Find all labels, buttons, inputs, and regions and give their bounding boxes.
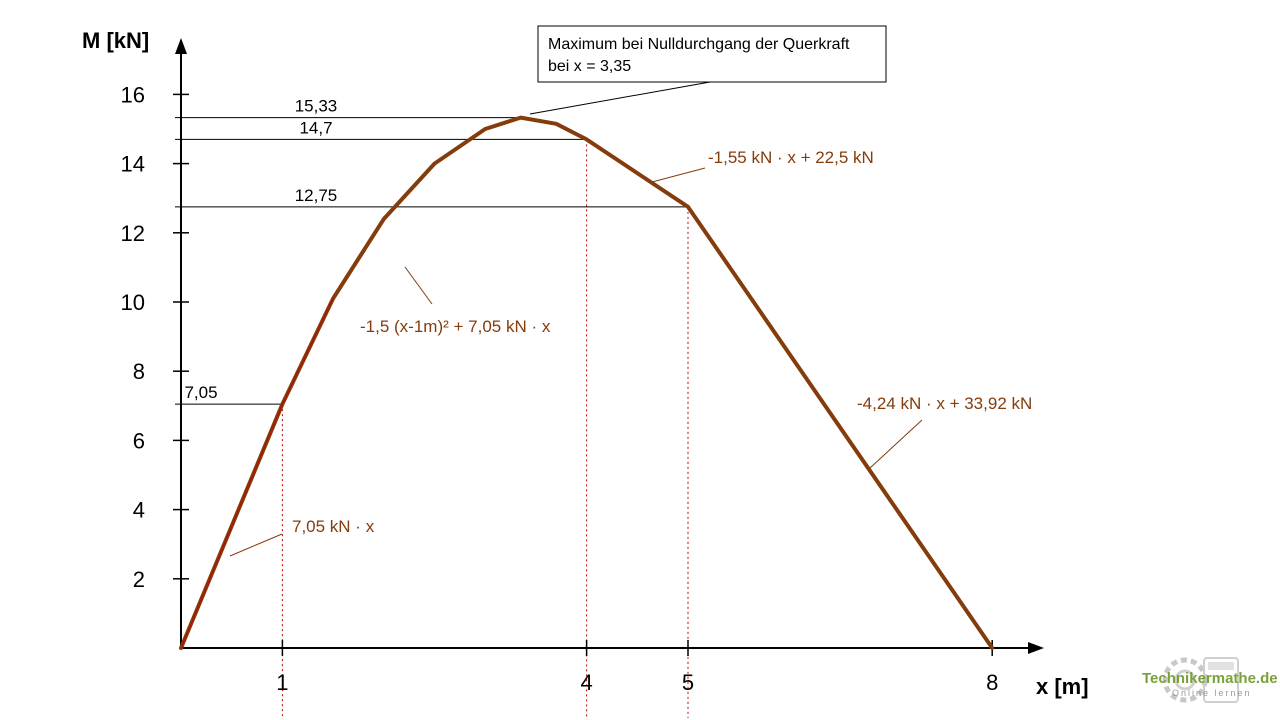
y-tick-label: 16: [121, 82, 145, 107]
x-tick-label: 5: [682, 670, 694, 695]
moment-curve: [179, 115, 995, 650]
y-axis-arrow: [175, 38, 187, 54]
y-tick-label: 4: [133, 498, 145, 523]
formula-leader: [651, 167, 706, 183]
x-axis-arrow: [1028, 642, 1044, 654]
value-labels: 15,33 14,7 12,75 7,05: [184, 97, 337, 402]
x-ticks: 1 4 5 8: [276, 640, 998, 695]
y-tick-label: 14: [121, 152, 145, 177]
formula-label: -1,55 kN · x + 22,5 kN: [708, 148, 874, 167]
logo-subtext: Online lernen: [1172, 688, 1252, 698]
formula-label: -1,5 (x-1m)² + 7,05 kN · x: [360, 317, 551, 336]
formula-label: 7,05 kN · x: [292, 517, 375, 536]
guide-lines: [175, 117, 689, 718]
y-ticks: 2 4 6 8 10 12 14 16: [121, 82, 189, 592]
callout-leader: [529, 81, 711, 115]
logo-text: Technikermathe.de: [1142, 670, 1278, 687]
value-label: 14,7: [299, 118, 332, 137]
callout-box: [537, 25, 887, 83]
axes: [175, 38, 1044, 654]
y-tick-label: 6: [133, 428, 145, 453]
formula-leader: [229, 533, 283, 557]
moment-curve-highlight: [180, 298, 334, 649]
y-tick-label: 12: [121, 221, 145, 246]
y-tick-label: 2: [133, 567, 145, 592]
y-axis-label: M [kN]: [82, 28, 149, 53]
callout-line2: bei x = 3,35: [548, 58, 631, 75]
formula-label: -4,24 kN · x + 33,92 kN: [857, 394, 1032, 413]
x-tick-label: 1: [276, 670, 288, 695]
value-label: 12,75: [295, 186, 338, 205]
callout-line1: Maximum bei Nulldurchgang der Querkraft: [548, 36, 850, 53]
formula-labels: 7,05 kN · x -1,5 (x-1m)² + 7,05 kN · x -1,…: [229, 148, 1032, 557]
value-label: 7,05: [184, 383, 217, 402]
y-tick-label: 10: [121, 290, 145, 315]
formula-leader: [404, 266, 433, 305]
logo-gear-icon: [1162, 657, 1239, 703]
x-axis-label: x [m]: [1036, 674, 1089, 699]
x-tick-label: 4: [580, 670, 592, 695]
formula-leader: [869, 419, 923, 469]
x-tick-label: 8: [986, 670, 998, 695]
y-tick-label: 8: [133, 359, 145, 384]
value-label: 15,33: [295, 97, 338, 116]
maximum-callout: Maximum bei Nulldurchgang der Querkraft …: [529, 25, 887, 115]
